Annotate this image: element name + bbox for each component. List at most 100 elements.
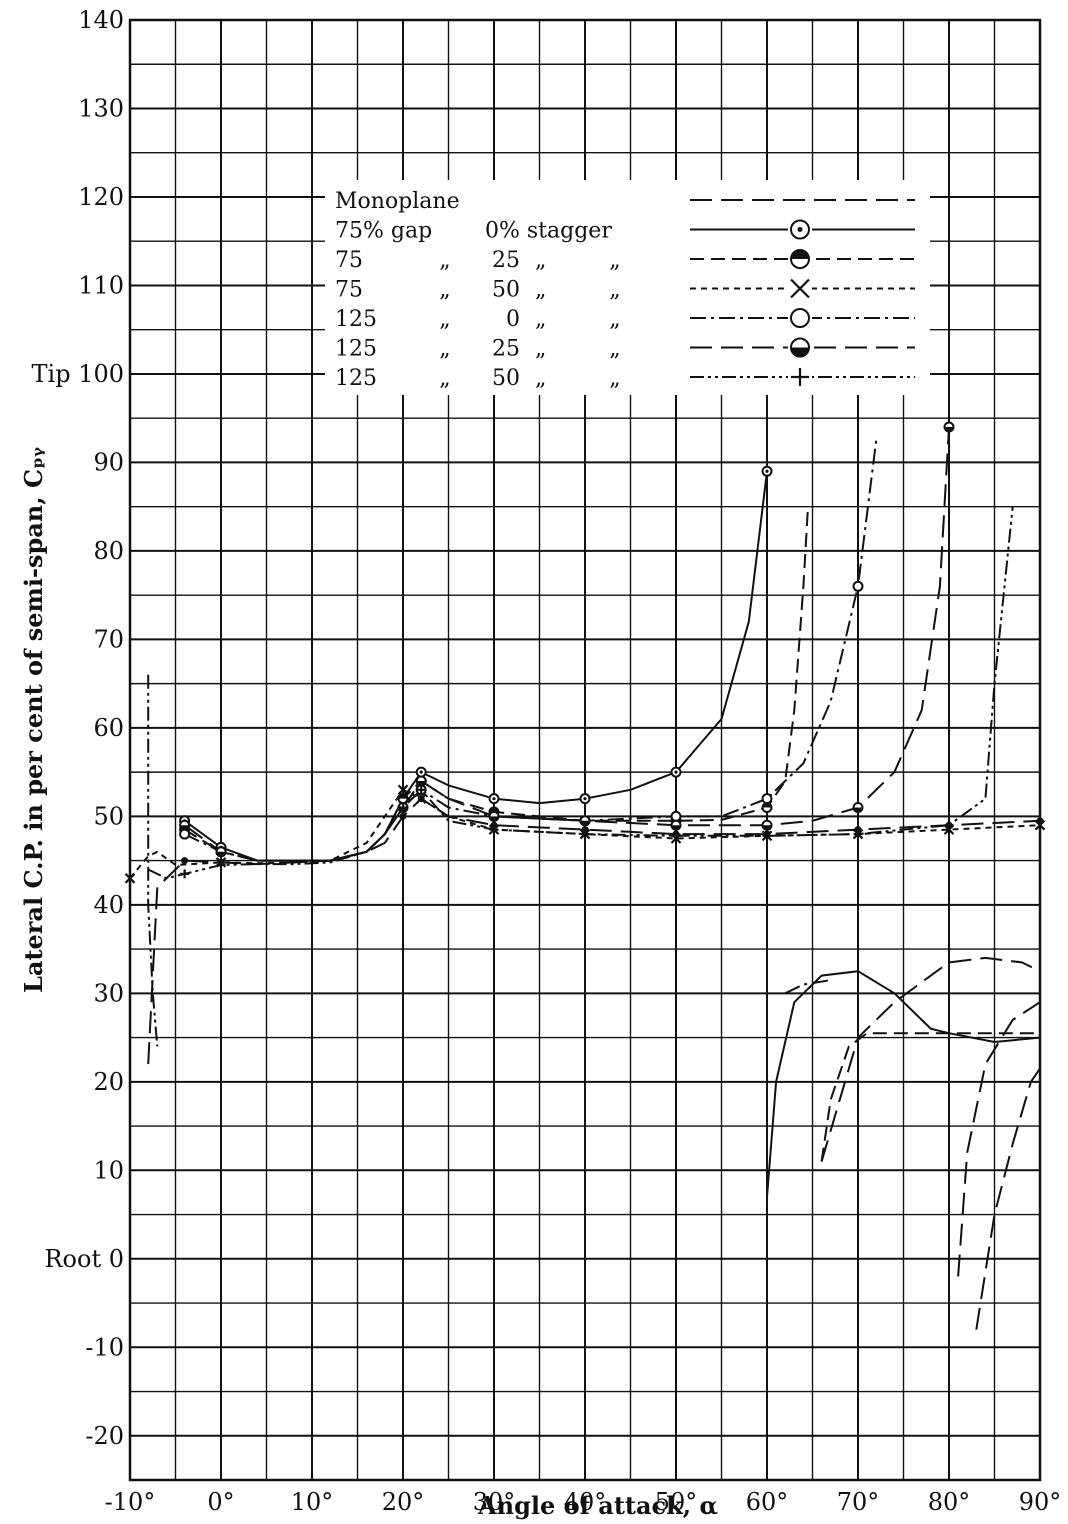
- legend-label: Monoplane: [335, 189, 460, 214]
- data-point: [415, 793, 427, 804]
- y-tick-label: 20: [93, 1068, 124, 1096]
- data-point: [852, 802, 864, 814]
- data-point: [416, 785, 426, 795]
- marker-circle: [852, 580, 864, 592]
- x-axis-title: Angle of attack, α: [477, 1491, 718, 1520]
- marker-half-circle-bottom: [415, 775, 427, 787]
- marker-half-circle-bottom: [852, 802, 864, 814]
- legend-label: 25: [492, 337, 520, 362]
- x-tick-label: 70°: [837, 1488, 880, 1516]
- series-branch-2: [766, 970, 1041, 1197]
- data-point: [397, 784, 409, 796]
- legend-label: 75: [335, 248, 363, 273]
- marker-plus: [180, 869, 190, 879]
- series-line-3: [184, 506, 809, 862]
- data-point: [761, 465, 773, 477]
- y-tick-label: 140: [78, 6, 124, 34]
- legend-label: „: [609, 248, 620, 273]
- data-point: [670, 819, 682, 831]
- legend-label: 50: [492, 278, 520, 303]
- legend-label: „: [535, 307, 546, 332]
- x-tick-label: 10°: [291, 1488, 334, 1516]
- marker-half-circle-bottom: [215, 846, 227, 858]
- data-point: [761, 793, 773, 805]
- legend-label: „: [609, 366, 620, 391]
- legend-label: 125: [335, 307, 377, 332]
- data-point: [179, 819, 191, 831]
- marker-half-circle-bottom: [179, 819, 191, 831]
- legend-label: 0: [506, 307, 520, 332]
- y-tick-label: -20: [85, 1422, 124, 1450]
- legend-label: „: [535, 278, 546, 303]
- legend-label: 75% gap: [335, 219, 432, 244]
- x-tick-label: 90°: [1019, 1488, 1062, 1516]
- y-tick-label: -10: [85, 1333, 124, 1361]
- marker-half-circle-bottom: [761, 819, 773, 831]
- legend: Monoplane 75% gap 0% stagger 75 „ 25 „ „ 75 „ 50 „ „…: [325, 180, 930, 395]
- y-tick-label: 40: [93, 891, 124, 919]
- marker-dot: [399, 812, 407, 820]
- legend-row: Monoplane: [335, 189, 915, 214]
- marker-x: [397, 784, 409, 796]
- series-branch-1: [957, 1001, 1041, 1277]
- data-point: [1034, 819, 1046, 831]
- y-tick-label: 110: [78, 271, 124, 299]
- x-tick-label: 60°: [746, 1488, 789, 1516]
- legend-label: „: [439, 307, 450, 332]
- x-tick-label: 30°: [473, 1488, 516, 1516]
- marker-layer: [124, 421, 1046, 884]
- legend-label: „: [439, 248, 450, 273]
- y-tick-label: Tip 100: [32, 360, 124, 388]
- data-point: [579, 815, 591, 827]
- legend-row: 125 „ 50 „ „: [335, 365, 915, 391]
- data-point: [579, 793, 591, 805]
- marker-dot-circle: [790, 219, 810, 240]
- series-line-6: [184, 426, 950, 862]
- y-tick-label: 130: [78, 94, 124, 122]
- legend-label: „: [535, 366, 546, 391]
- marker-half-circle-top: [761, 802, 773, 814]
- legend-label: „: [439, 337, 450, 362]
- legend-label: 125: [335, 366, 377, 391]
- data-point: [488, 793, 500, 805]
- data-point: [670, 810, 682, 822]
- data-point: [179, 828, 191, 840]
- legend-label: „: [609, 278, 620, 303]
- data-point: [580, 829, 590, 839]
- marker-dot-circle: [415, 766, 427, 778]
- data-point: [180, 869, 190, 879]
- marker-x: [415, 793, 427, 804]
- y-tick-label: 90: [93, 448, 124, 476]
- y-tick-label: 120: [78, 183, 124, 211]
- marker-plus: [398, 803, 408, 813]
- marker-plus: [762, 831, 772, 841]
- y-tick-label: 50: [93, 802, 124, 830]
- legend-row: 75 „ 50 „ „: [335, 276, 915, 303]
- data-point: [943, 421, 955, 433]
- data-point: [853, 829, 863, 839]
- data-point: [398, 803, 408, 813]
- legend-box: [325, 180, 930, 395]
- legend-label: 50: [492, 366, 520, 391]
- series-branch-5: [784, 979, 831, 995]
- marker-plus: [580, 829, 590, 839]
- data-point: [216, 860, 226, 870]
- marker-x: [790, 278, 810, 299]
- x-tick-label: -10°: [105, 1488, 156, 1516]
- marker-half-circle-bottom: [488, 810, 500, 822]
- data-point: [124, 873, 136, 884]
- data-point: [399, 812, 407, 820]
- marker-dot-circle: [761, 465, 773, 477]
- marker-plus: [671, 831, 681, 841]
- marker-half-circle-bottom: [670, 819, 682, 831]
- data-point: [671, 831, 681, 841]
- y-axis-title: Lateral C.P. in per cent of semi-span, C…: [19, 446, 48, 993]
- series-line-5: [184, 440, 878, 862]
- legend-label: „: [535, 248, 546, 273]
- legend-label: 25: [492, 248, 520, 273]
- data-point: [488, 810, 500, 822]
- y-tick-label: 10: [93, 1156, 124, 1184]
- data-point: [415, 775, 427, 787]
- series-line-7: [147, 506, 1014, 880]
